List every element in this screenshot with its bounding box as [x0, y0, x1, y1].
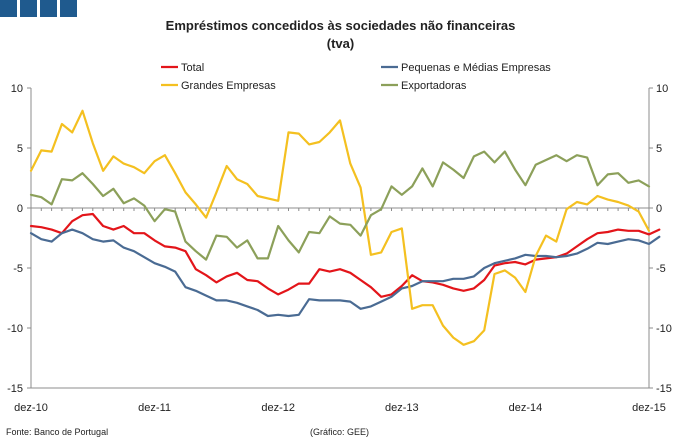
y-tick-label: -10 — [656, 323, 672, 335]
y-tick-label: 0 — [17, 203, 23, 215]
chart-title-block: Empréstimos concedidos às sociedades não… — [0, 17, 681, 53]
chart-credit: (Gráfico: GEE) — [310, 427, 370, 437]
y-tick-label: -15 — [656, 383, 672, 395]
y-tick-label: 10 — [11, 83, 23, 95]
y-tick-label: -15 — [7, 383, 23, 395]
chart-subtitle: (tva) — [326, 36, 355, 51]
series-line-pequenas-e-médias-empresas — [29, 228, 661, 318]
y-tick-label: 5 — [656, 143, 662, 155]
logo — [0, 0, 77, 17]
x-tick-label: dez-11 — [138, 402, 171, 414]
y-tick-label: 10 — [656, 83, 668, 95]
series-line-grandes-empresas — [29, 109, 651, 346]
logo-square — [60, 0, 77, 17]
logo-square — [0, 0, 17, 17]
x-tick-label: dez-13 — [385, 402, 419, 414]
logo-square — [20, 0, 37, 17]
series-line-exportadoras — [29, 150, 651, 261]
y-tick-label: -10 — [7, 323, 23, 335]
y-tick-label: -5 — [13, 263, 23, 275]
y-tick-label: -5 — [656, 263, 666, 275]
legend-label: Pequenas e Médias Empresas — [401, 62, 551, 74]
x-tick-label: dez-14 — [509, 402, 543, 414]
logo-square — [40, 0, 57, 17]
legend-label: Total — [181, 62, 204, 74]
x-tick-label: dez-10 — [14, 402, 48, 414]
y-tick-label: 0 — [656, 203, 662, 215]
x-tick-label: dez-12 — [261, 402, 295, 414]
chart-title: Empréstimos concedidos às sociedades não… — [165, 18, 516, 33]
legend-label: Grandes Empresas — [181, 80, 276, 92]
source-note: Fonte: Banco de Portugal — [6, 427, 109, 437]
x-tick-label: dez-15 — [632, 402, 666, 414]
legend-label: Exportadoras — [401, 80, 467, 92]
y-tick-label: 5 — [17, 143, 23, 155]
